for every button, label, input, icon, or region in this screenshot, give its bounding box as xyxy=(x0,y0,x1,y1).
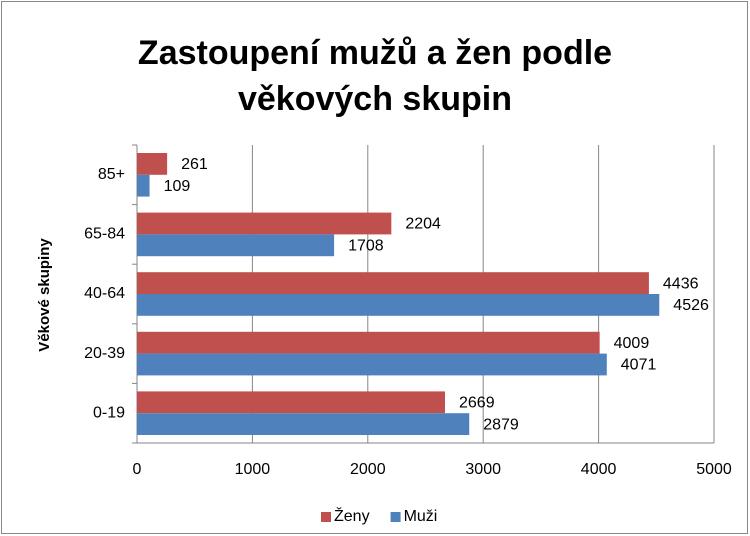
x-tick-label: 2000 xyxy=(350,461,386,478)
x-tick-label: 1000 xyxy=(235,461,271,478)
y-tick-label: 40-64 xyxy=(84,285,125,302)
x-tick-label: 5000 xyxy=(696,461,732,478)
y-tick-label: 20-39 xyxy=(84,345,125,362)
data-label: 109 xyxy=(164,178,191,195)
data-label: 4009 xyxy=(614,335,650,352)
chart-title: Zastoupení mužů a žen podle věkových sku… xyxy=(137,34,613,118)
data-label: 2879 xyxy=(483,416,519,433)
y-tick-label: 85+ xyxy=(98,166,125,183)
bar xyxy=(137,212,392,235)
bar xyxy=(137,413,470,435)
y-tick-label: 65-84 xyxy=(84,226,125,243)
bar xyxy=(137,331,600,354)
data-label: 4526 xyxy=(673,297,709,314)
bar xyxy=(137,153,168,175)
legend-swatch xyxy=(390,512,401,522)
data-label: 1708 xyxy=(348,238,384,255)
y-axis-label: Věkové skupiny xyxy=(36,238,53,352)
bar xyxy=(137,272,649,294)
x-tick-label: 4000 xyxy=(581,461,617,478)
bar xyxy=(137,391,446,414)
data-label: 2204 xyxy=(405,216,441,233)
x-tick-label: 0 xyxy=(133,461,142,478)
data-label: 4071 xyxy=(621,357,657,374)
bar xyxy=(137,234,335,257)
bar xyxy=(137,174,150,197)
y-tick-label: 0-19 xyxy=(93,404,125,421)
bar xyxy=(137,353,607,376)
bar xyxy=(137,294,660,316)
x-tick-label: 3000 xyxy=(465,461,501,478)
data-label: 261 xyxy=(181,156,208,173)
legend-label: Muži xyxy=(404,508,438,525)
legend-label: Ženy xyxy=(334,506,370,525)
data-label: 4436 xyxy=(663,275,699,292)
data-label: 2669 xyxy=(459,395,495,412)
legend-swatch xyxy=(321,512,331,522)
